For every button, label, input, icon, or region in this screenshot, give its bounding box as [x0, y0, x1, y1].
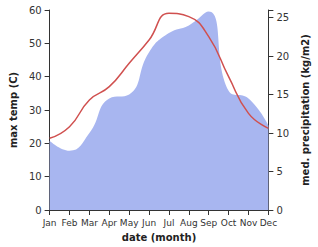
svg-text:Dec: Dec: [260, 218, 277, 228]
svg-text:Mar: Mar: [81, 218, 98, 228]
svg-text:10: 10: [276, 128, 289, 139]
svg-text:Aug: Aug: [180, 218, 198, 228]
svg-text:Jul: Jul: [163, 218, 175, 228]
svg-text:0: 0: [276, 205, 282, 216]
svg-text:60: 60: [29, 5, 42, 16]
svg-text:40: 40: [29, 71, 42, 82]
svg-text:May: May: [120, 218, 139, 228]
svg-text:0: 0: [35, 205, 41, 216]
svg-text:30: 30: [29, 105, 42, 116]
svg-text:20: 20: [29, 138, 42, 149]
svg-text:Nov: Nov: [240, 218, 258, 228]
svg-text:max temp (C): max temp (C): [8, 72, 19, 148]
svg-text:Jan: Jan: [42, 218, 57, 228]
svg-text:20: 20: [276, 51, 289, 62]
svg-text:Sep: Sep: [200, 218, 217, 228]
svg-text:Feb: Feb: [62, 218, 78, 228]
svg-text:Jun: Jun: [141, 218, 156, 228]
svg-text:10: 10: [29, 171, 42, 182]
svg-text:Oct: Oct: [221, 218, 237, 228]
svg-text:50: 50: [29, 38, 42, 49]
svg-text:Apr: Apr: [101, 218, 117, 228]
svg-text:15: 15: [276, 89, 289, 100]
svg-text:med. precipitation (kg/m2): med. precipitation (kg/m2): [300, 34, 311, 186]
svg-text:5: 5: [276, 166, 282, 177]
svg-text:date (month): date (month): [122, 232, 196, 243]
svg-text:25: 25: [276, 12, 289, 23]
